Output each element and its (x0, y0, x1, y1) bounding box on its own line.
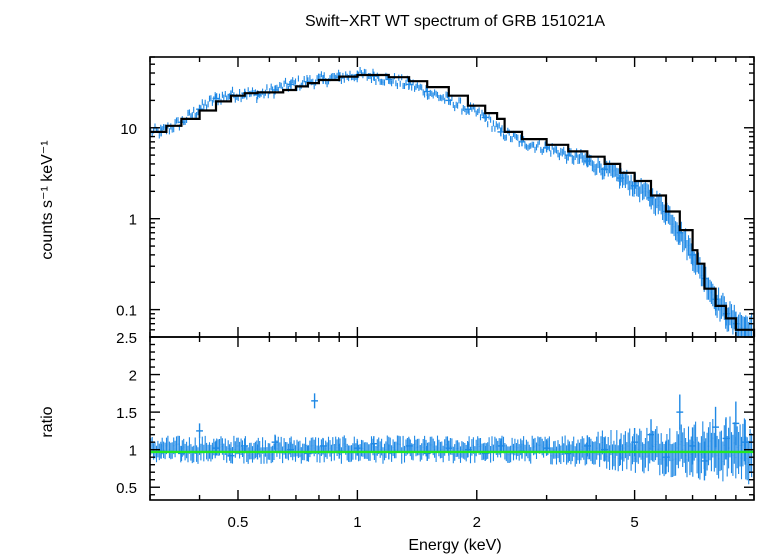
spectrum-data-point (481, 112, 489, 122)
ratio-panel (150, 393, 754, 485)
ratio-y-tick-label: 1 (129, 443, 137, 460)
spectrum-data-point (423, 87, 431, 97)
chart-title: Swift−XRT WT spectrum of GRB 151021A (305, 13, 605, 30)
ratio-data-point (647, 419, 655, 451)
x-axis-label: Energy (keV) (408, 537, 501, 554)
ratio-data-point (689, 427, 696, 465)
ratio-data-point (271, 434, 279, 450)
ratio-data-point (564, 444, 572, 463)
axis-ticks: 0.1 1 10 0.5 1 1.5 2 2.5 0.5 1 2 5 (116, 56, 755, 531)
ratio-data-point (370, 436, 378, 452)
ratio-data-point (701, 441, 708, 481)
x-tick-label: 5 (630, 514, 638, 531)
ratio-data-point (481, 445, 489, 461)
ratio-y-tick-label: 1.5 (116, 405, 137, 422)
ratio-y-tick-label: 0.5 (116, 480, 137, 497)
spectrum-y-tick-label: 10 (120, 121, 137, 138)
ratio-data-point (543, 440, 551, 456)
ratio-data-point (732, 401, 740, 446)
ratio-data-point (423, 445, 431, 461)
spectrum-panel (150, 67, 756, 337)
spectrum-y-tick-label: 0.1 (116, 303, 137, 320)
ratio-data-point (304, 445, 312, 461)
ratio-panel-frame (149, 336, 755, 501)
ratio-data-point (712, 406, 719, 448)
x-tick-label: 2 (473, 514, 481, 531)
ratio-data-point (353, 440, 361, 456)
x-tick-label: 0.5 (228, 514, 249, 531)
ratio-data-point (741, 419, 749, 465)
ratio-data-point (177, 445, 185, 461)
ratio-data-point (311, 393, 318, 409)
ratio-y-tick-label: 2.5 (116, 330, 137, 347)
x-tick-label: 1 (353, 514, 361, 531)
ratio-data-point (196, 423, 203, 439)
ratio-data-point (662, 440, 670, 474)
ratio-data-point (464, 442, 472, 458)
spectrum-data-point (497, 127, 505, 137)
ratio-data-point (227, 448, 235, 464)
spectrum-data-cloud (150, 67, 753, 337)
ratio-data-point (676, 394, 684, 430)
spectrum-y-tick-label: 1 (129, 212, 137, 229)
spectrum-data-point (287, 79, 295, 89)
ratio-data-cloud (150, 416, 753, 485)
ratio-y-axis-label: ratio (39, 406, 56, 437)
ratio-data-point (445, 440, 453, 456)
spectrum-data-point (445, 95, 453, 105)
ratio-y-tick-label: 2 (129, 368, 137, 385)
spectrum-y-axis-label: counts s⁻¹ keV⁻¹ (39, 140, 56, 259)
ratio-data-point (601, 437, 608, 462)
spectrum-model-line (150, 73, 756, 337)
ratio-data-point (212, 440, 220, 456)
ratio-data-point (287, 442, 295, 458)
